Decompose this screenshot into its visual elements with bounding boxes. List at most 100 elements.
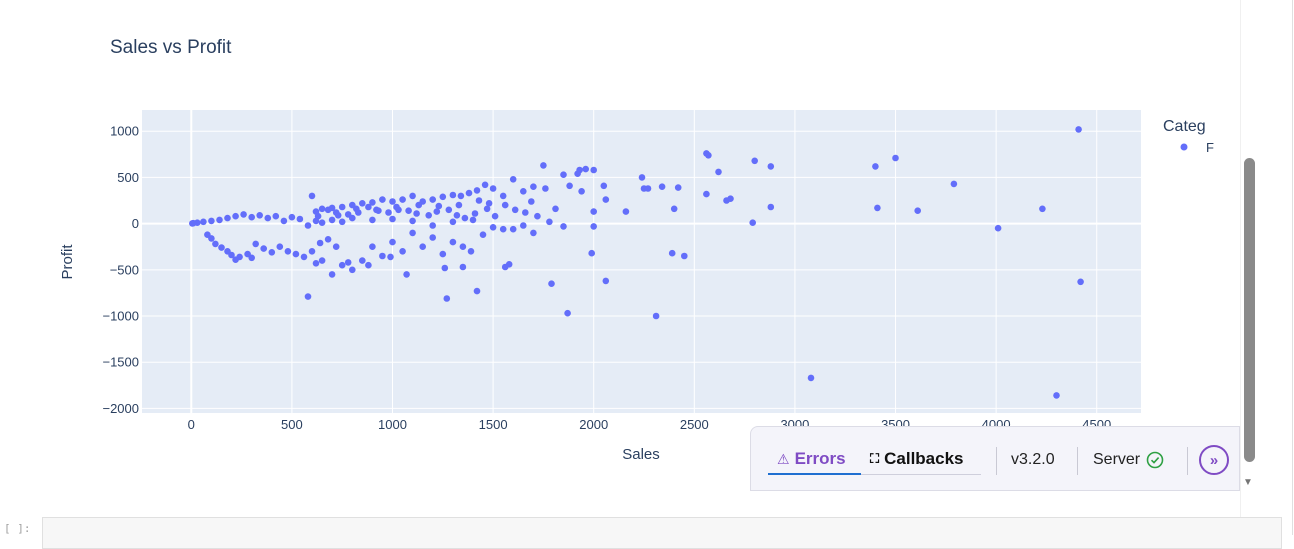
data-point[interactable] [542, 185, 549, 192]
data-point[interactable] [652, 312, 660, 320]
data-point[interactable] [208, 217, 215, 225]
data-point[interactable] [560, 223, 567, 230]
data-point[interactable] [1077, 278, 1084, 286]
data-point[interactable] [644, 185, 652, 192]
data-point[interactable] [433, 208, 441, 215]
data-point[interactable] [511, 206, 519, 214]
data-point[interactable] [359, 257, 366, 264]
data-point[interactable] [509, 176, 517, 183]
data-point[interactable] [459, 263, 467, 271]
data-point[interactable] [399, 196, 406, 203]
data-point[interactable] [461, 214, 469, 222]
data-point[interactable] [284, 248, 292, 255]
data-point[interactable] [590, 208, 597, 215]
data-point[interactable] [441, 264, 449, 272]
callbacks-tab[interactable]: ⛶ Callbacks [870, 449, 964, 469]
data-point[interactable] [399, 248, 406, 255]
data-point[interactable] [395, 206, 402, 214]
data-point[interactable] [308, 248, 316, 255]
data-point[interactable] [481, 181, 489, 189]
data-point[interactable] [189, 220, 196, 227]
data-point[interactable] [560, 171, 567, 178]
data-point[interactable] [892, 154, 899, 162]
data-point[interactable] [304, 293, 312, 300]
data-point[interactable] [564, 309, 571, 317]
data-point[interactable] [509, 225, 517, 233]
data-point[interactable] [338, 218, 346, 226]
data-point[interactable] [355, 209, 362, 216]
data-point[interactable] [445, 206, 453, 214]
data-point[interactable] [318, 219, 326, 226]
data-point[interactable] [413, 210, 420, 217]
data-point[interactable] [365, 261, 372, 269]
data-point[interactable] [389, 198, 396, 205]
data-point[interactable] [465, 189, 473, 197]
data-point[interactable] [638, 174, 646, 181]
data-point[interactable] [429, 222, 437, 229]
data-point[interactable] [425, 212, 433, 219]
data-point[interactable] [457, 192, 465, 200]
data-point[interactable] [240, 211, 247, 218]
data-point[interactable] [244, 250, 251, 258]
data-point[interactable] [1075, 126, 1082, 133]
notebook-next-cell[interactable] [42, 517, 1282, 549]
data-point[interactable] [369, 216, 376, 224]
data-point[interactable] [950, 180, 958, 188]
data-point[interactable] [715, 168, 722, 176]
errors-tab[interactable]: ⚠ Errors [777, 449, 846, 469]
data-point[interactable] [312, 217, 320, 225]
data-point[interactable] [501, 201, 509, 209]
data-point[interactable] [332, 243, 340, 250]
data-point[interactable] [674, 184, 682, 191]
data-point[interactable] [622, 208, 630, 215]
data-point[interactable] [389, 238, 396, 246]
data-point[interactable] [489, 185, 497, 192]
data-point[interactable] [574, 170, 581, 177]
data-point[interactable] [705, 152, 712, 159]
legend[interactable]: Categ F [1163, 118, 1214, 155]
scroll-down-arrow-icon[interactable]: ▼ [1243, 477, 1253, 488]
data-point[interactable] [528, 198, 535, 205]
data-point[interactable] [658, 183, 666, 190]
data-point[interactable] [767, 163, 775, 170]
data-point[interactable] [288, 213, 296, 221]
data-point[interactable] [300, 253, 308, 261]
data-point[interactable] [439, 193, 447, 201]
data-point[interactable] [375, 207, 382, 214]
data-point[interactable] [268, 249, 276, 256]
data-point[interactable] [522, 209, 529, 216]
data-point[interactable] [429, 234, 437, 241]
data-point[interactable] [272, 212, 280, 220]
scrollbar-thumb[interactable] [1244, 158, 1255, 462]
data-point[interactable] [499, 192, 507, 200]
data-point[interactable] [435, 202, 443, 210]
data-point[interactable] [534, 212, 541, 220]
data-point[interactable] [212, 240, 219, 248]
data-point[interactable] [419, 243, 427, 250]
data-point[interactable] [292, 250, 300, 258]
data-point[interactable] [443, 295, 451, 302]
data-point[interactable] [1039, 205, 1046, 213]
data-point[interactable] [473, 287, 481, 295]
data-point[interactable] [318, 205, 326, 213]
data-point[interactable] [471, 210, 479, 217]
data-point[interactable] [546, 218, 553, 226]
data-point[interactable] [520, 222, 527, 229]
data-point[interactable] [324, 236, 332, 243]
data-point[interactable] [218, 244, 225, 251]
data-point[interactable] [409, 229, 416, 237]
data-point[interactable] [252, 240, 259, 248]
data-point[interactable] [602, 277, 610, 285]
data-point[interactable] [232, 212, 239, 220]
data-point[interactable] [256, 212, 264, 219]
data-point[interactable] [566, 182, 573, 190]
data-point[interactable] [409, 192, 416, 200]
data-point[interactable] [334, 212, 342, 219]
data-point[interactable] [296, 215, 304, 223]
data-point[interactable] [248, 213, 255, 221]
data-point[interactable] [349, 266, 356, 274]
data-point[interactable] [338, 203, 346, 211]
data-point[interactable] [681, 252, 688, 260]
data-point[interactable] [552, 205, 559, 213]
data-point[interactable] [349, 214, 356, 222]
